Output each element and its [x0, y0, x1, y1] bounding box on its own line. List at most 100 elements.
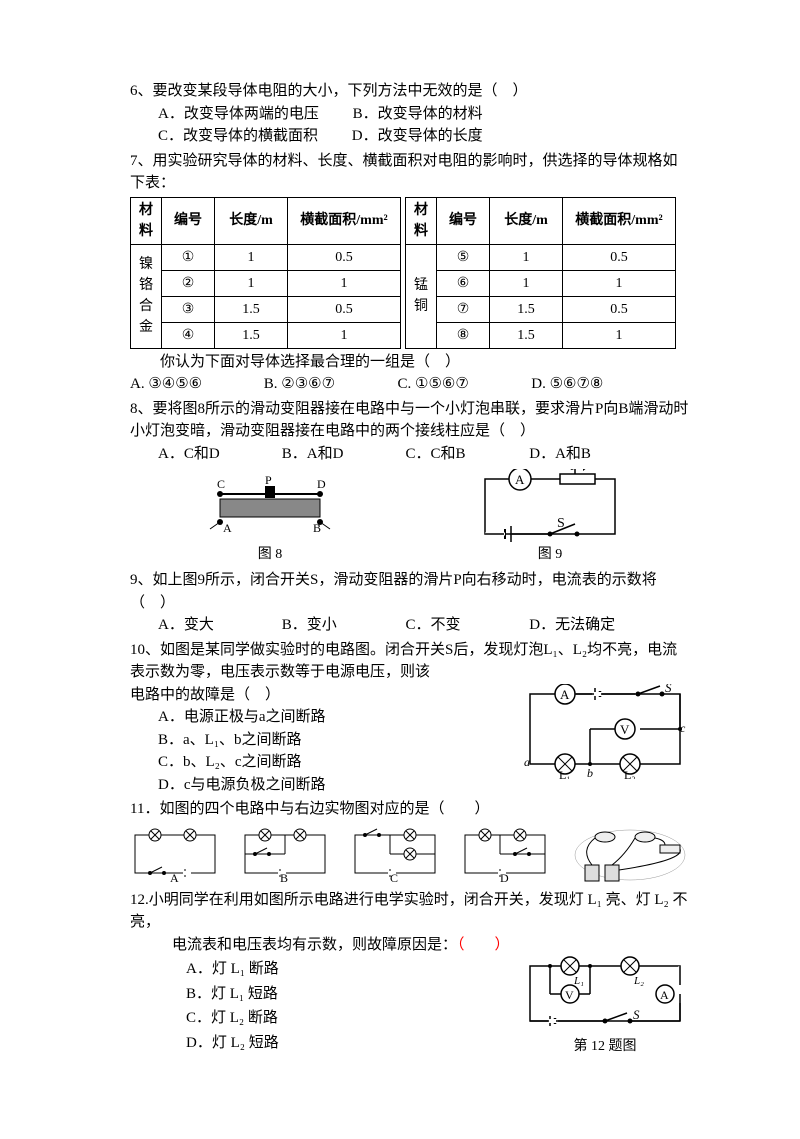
q10-c: C．b、L₂、c之间断路	[158, 751, 520, 774]
th-num: 编号	[437, 197, 490, 244]
c: ①	[162, 244, 215, 270]
q7-a: A. ③④⑤⑥	[130, 373, 260, 396]
q7-d: D. ⑤⑥⑦⑧	[531, 373, 661, 396]
circuit-a-icon: A	[130, 827, 220, 882]
svg-text:A: A	[660, 988, 669, 1002]
question-7: 7、用实验研究导体的材料、长度、横截面积对电阻的影响时，供选择的导体规格如下表：…	[130, 150, 690, 396]
c: ⑤	[437, 244, 490, 270]
circuit-b-icon: B	[240, 827, 330, 882]
svg-text:S: S	[557, 516, 565, 531]
q10-a: A．电源正极与a之间断路	[158, 706, 520, 729]
c: 1	[215, 244, 288, 270]
q6-stem: 6、要改变某段导体电阻的大小，下列方法中无效的是（ ）	[130, 80, 690, 103]
lab-a: A	[170, 871, 179, 882]
c: 1	[288, 270, 401, 296]
fig9-caption: 图 9	[475, 544, 625, 565]
q8-c: C．C和B	[406, 443, 526, 466]
c: 1	[490, 244, 563, 270]
c: ⑧	[437, 322, 490, 348]
q9-c: C．不变	[406, 614, 526, 637]
figure-10: A S V c a L₁ b L₂	[520, 684, 690, 797]
c: 0.5	[563, 296, 676, 322]
th-num: 编号	[162, 197, 215, 244]
th-len: 长度/m	[490, 197, 563, 244]
q7-c: C. ①⑤⑥⑦	[398, 373, 528, 396]
q6-opt-b: B．改变导体的材料	[353, 103, 483, 126]
circuit-12-icon: L₁ L₂ V A S	[520, 956, 690, 1036]
svg-text:b: b	[587, 766, 593, 779]
svg-text:S: S	[665, 684, 672, 695]
q12-stem2: 电流表和电压表均有示数，则故障原因是：（ ）	[130, 934, 690, 957]
c: 1	[563, 270, 676, 296]
fig12-caption: 第 12 题图	[520, 1036, 690, 1057]
physical-circuit-icon	[570, 825, 690, 885]
figure-12: L₁ L₂ V A S 第 12 题图	[520, 956, 690, 1057]
q7-table-left: 材料 编号 长度/m 横截面积/mm² 镍铬合金 ①10.5 ②11 ③1.50…	[130, 197, 401, 349]
mat1: 镍铬合金	[131, 244, 162, 348]
c: ⑦	[437, 296, 490, 322]
c: 1	[215, 270, 288, 296]
th-len: 长度/m	[215, 197, 288, 244]
svg-text:a: a	[524, 755, 530, 769]
question-8: 8、要将图8所示的滑动变阻器接在电路中与一个小灯泡串联，要求滑片P向B端滑动时小…	[130, 398, 690, 566]
svg-text:D: D	[317, 477, 326, 491]
q8-a: A．C和D	[158, 443, 278, 466]
mat2: 锰铜	[406, 244, 437, 348]
th-area: 横截面积/mm²	[288, 197, 401, 244]
question-6: 6、要改变某段导体电阻的大小，下列方法中无效的是（ ） A．改变导体两端的电压 …	[130, 80, 690, 148]
c: 1	[288, 322, 401, 348]
question-10: 10、如图是某同学做实验时的电路图。闭合开关S后，发现灯泡L₁、L₂均不亮，电流…	[130, 639, 690, 797]
question-11: 11．如图的四个电路中与右边实物图对应的是（ ） A B	[130, 798, 690, 885]
q8-b: B．A和D	[282, 443, 402, 466]
q9-stem: 9、如上图9所示，闭合开关S，滑动变阻器的滑片P向右移动时，电流表的示数将（ ）	[130, 569, 690, 614]
circuit-9-icon: A P S	[475, 469, 625, 544]
lab-d: D	[500, 871, 509, 882]
question-12: 12.小明同学在利用如图所示电路进行电学实验时，闭合开关，发现灯 L₁ 亮、灯 …	[130, 889, 690, 1058]
c: 1.5	[490, 296, 563, 322]
th-area: 横截面积/mm²	[563, 197, 676, 244]
figure-8: CPD AB 图 8	[195, 474, 345, 565]
q11-stem: 11．如图的四个电路中与右边实物图对应的是（ ）	[130, 798, 690, 821]
circuit-c-icon: C	[350, 827, 440, 882]
q7-after: 你认为下面对导体选择最合理的一组是（ ）	[130, 351, 690, 374]
c: ③	[162, 296, 215, 322]
c: 1	[563, 322, 676, 348]
q12-d: D．灯 L₂ 短路	[186, 1032, 520, 1055]
svg-text:A: A	[515, 472, 525, 487]
svg-text:A: A	[223, 521, 232, 535]
q7-table-right: 材料 编号 长度/m 横截面积/mm² 锰铜 ⑤10.5 ⑥11 ⑦1.50.5…	[405, 197, 676, 349]
svg-text:L₂: L₂	[633, 975, 644, 987]
q12-stem1: 12.小明同学在利用如图所示电路进行电学实验时，闭合开关，发现灯 L₁ 亮、灯 …	[130, 889, 690, 934]
q12-a: A．灯 L₁ 断路	[186, 958, 520, 981]
q9-b: B．变小	[282, 614, 402, 637]
q10-d: D．c与电源负极之间断路	[158, 774, 520, 797]
rheostat-drawing-icon: CPD AB	[195, 474, 345, 544]
lab-b: B	[280, 871, 288, 882]
q8-stem: 8、要将图8所示的滑动变阻器接在电路中与一个小灯泡串联，要求滑片P向B端滑动时小…	[130, 398, 690, 443]
svg-text:V: V	[565, 988, 574, 1002]
c: 0.5	[288, 244, 401, 270]
q10-stem1: 10、如图是某同学做实验时的电路图。闭合开关S后，发现灯泡L₁、L₂均不亮，电流…	[130, 639, 690, 684]
c: 1.5	[490, 322, 563, 348]
svg-text:V: V	[620, 722, 630, 737]
q10-b: B．a、L₁、b之间断路	[158, 729, 520, 752]
q12-c: C．灯 L₂ 断路	[186, 1007, 520, 1030]
q7-stem: 7、用实验研究导体的材料、长度、横截面积对电阻的影响时，供选择的导体规格如下表：	[130, 150, 690, 195]
circuit-10-icon: A S V c a L₁ b L₂	[520, 684, 690, 779]
q6-opt-c: C．改变导体的横截面积	[158, 125, 318, 148]
q9-a: A．变大	[158, 614, 278, 637]
svg-text:L₂: L₂	[624, 768, 636, 779]
svg-text:P: P	[570, 469, 577, 473]
q7-b: B. ②③⑥⑦	[264, 373, 394, 396]
svg-text:B: B	[313, 521, 321, 535]
svg-text:L₁: L₁	[573, 975, 584, 987]
c: 0.5	[288, 296, 401, 322]
q6-opt-a: A．改变导体两端的电压	[158, 103, 319, 126]
svg-text:S: S	[633, 1007, 640, 1022]
q6-opt-d: D．改变导体的长度	[352, 125, 483, 148]
svg-text:C: C	[217, 477, 225, 491]
th-mat: 材料	[406, 197, 437, 244]
c: ②	[162, 270, 215, 296]
c: ⑥	[437, 270, 490, 296]
th-mat: 材料	[131, 197, 162, 244]
